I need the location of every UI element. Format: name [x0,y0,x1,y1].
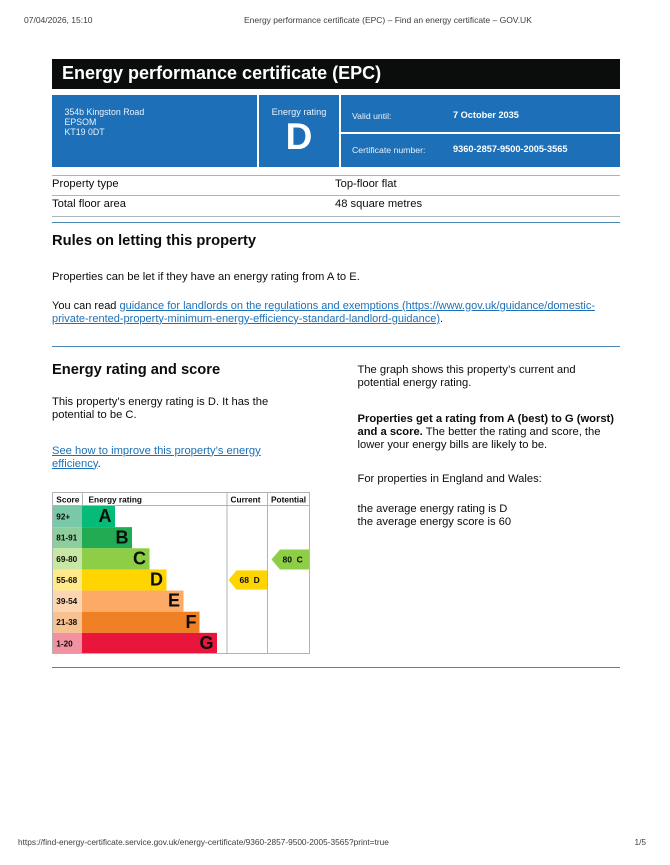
svg-text:39-54: 39-54 [56,597,77,606]
svg-text:69-80: 69-80 [56,555,77,564]
svg-text:A: A [99,506,112,526]
svg-text:81-91: 81-91 [56,534,77,543]
svg-text:92+: 92+ [56,513,70,522]
svg-text:Potential: Potential [271,495,306,505]
svg-text:B: B [116,527,129,547]
svg-text:D: D [150,570,163,590]
svg-text:Score: Score [56,495,79,505]
svg-text:80 C: 80 C [283,555,303,565]
svg-text:21-38: 21-38 [56,618,77,627]
svg-text:1-20: 1-20 [56,639,73,648]
svg-text:55-68: 55-68 [56,576,77,585]
svg-text:Current: Current [231,495,261,505]
svg-text:Energy rating: Energy rating [89,495,142,505]
svg-text:F: F [186,612,197,632]
svg-text:G: G [199,633,213,653]
svg-text:68 D: 68 D [240,575,260,585]
svg-text:C: C [133,549,146,569]
svg-text:E: E [168,591,180,611]
